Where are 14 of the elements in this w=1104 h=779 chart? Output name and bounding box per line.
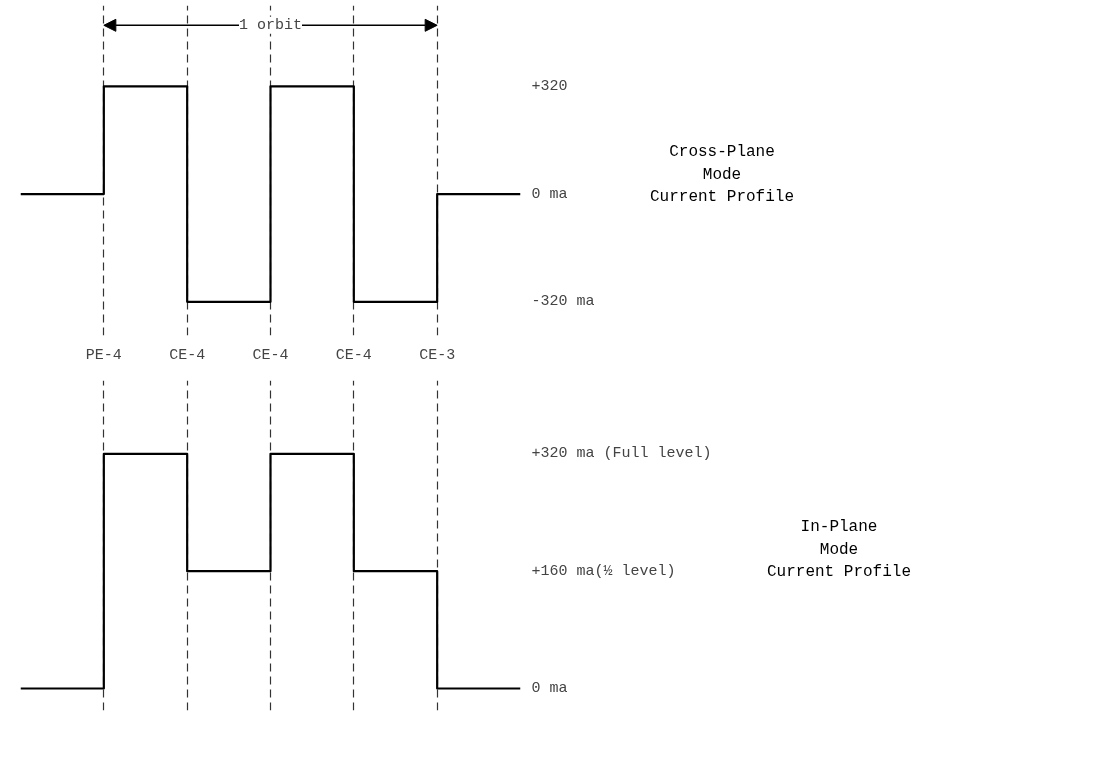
x-tick-label: CE-4 xyxy=(335,346,372,364)
y-tick-label: 0 ma xyxy=(531,185,568,203)
y-tick-label: -320 ma xyxy=(531,293,595,311)
y-tick-label: +320 xyxy=(531,77,568,95)
x-tick-label: PE-4 xyxy=(85,346,122,364)
annotation: 1 orbit xyxy=(238,16,303,34)
y-axis-title: In-Plane Mode Current Profile xyxy=(766,516,912,584)
x-tick-label: CE-3 xyxy=(419,346,456,364)
x-tick-label: CE-4 xyxy=(252,346,289,364)
y-tick-label: +160 ma(½ level) xyxy=(531,562,676,580)
y-tick-label: +320 ma (Full level) xyxy=(531,445,712,463)
x-tick-label: CE-4 xyxy=(169,346,206,364)
y-axis-title: Cross-Plane Mode Current Profile xyxy=(649,141,795,209)
y-tick-label: 0 ma xyxy=(531,680,568,697)
